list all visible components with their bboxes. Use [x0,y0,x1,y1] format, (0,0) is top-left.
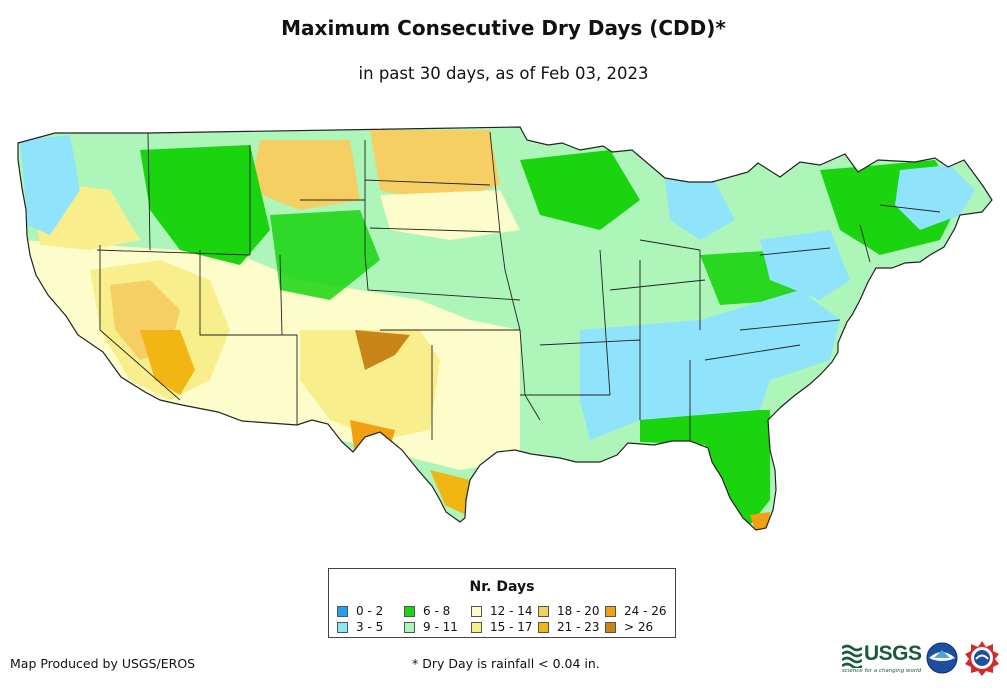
legend-grid: 0 - 2 3 - 5 6 - 8 9 - 11 12 - 14 15 - 17… [337,603,673,635]
legend-label: 6 - 8 [423,604,451,618]
cdd-zone-24-26-south-florida [750,512,770,530]
legend-item: 24 - 26 [605,603,672,619]
noaa-logo-icon [926,642,958,674]
cdd-zone-3-5-pennsylvania [760,230,850,300]
legend-item: 6 - 8 [404,603,471,619]
usgs-logo-text: USGS [864,642,922,665]
legend-label: 12 - 14 [490,604,533,618]
legend-swatch [605,621,616,633]
cdd-zone-15-17-texas [300,330,440,440]
legend-item: 15 - 17 [471,619,538,635]
legend-label: 24 - 26 [624,604,667,618]
cdd-map [17,126,993,531]
legend-item: 9 - 11 [404,619,471,635]
legend-label: > 26 [624,620,654,634]
legend-swatch [471,621,482,633]
legend-item: 18 - 20 [538,603,605,619]
legend-label: 0 - 2 [356,604,384,618]
usgs-wave-icon [842,644,862,668]
cdd-zone-3-5-maine [895,165,975,230]
legend-swatch [538,605,549,617]
legend-swatch [337,605,348,617]
legend-swatch [605,605,616,617]
cdd-zone-12-14-plains [380,190,520,240]
cdd-zone-6-8-great-lakes [520,150,640,230]
national-weather-service-logo-icon [965,641,999,676]
cdd-zone-18-20-dakotas [370,130,500,205]
cdd-zone-21-23-desert [140,330,195,395]
legend-swatch [404,605,415,617]
legend-label: 18 - 20 [557,604,600,618]
legend-swatch [404,621,415,633]
map-title: Maximum Consecutive Dry Days (CDD)* [281,16,726,40]
legend-swatch [471,605,482,617]
cdd-zone-6-8-rockies [140,145,270,265]
legend-swatch [337,621,348,633]
cdd-zone-gt26-panhandle [355,330,410,370]
usgs-tagline: science for a changing world [842,668,922,674]
legend-title: Nr. Days [469,579,535,595]
state-borders [96,131,941,441]
legend-item: 21 - 23 [538,619,605,635]
map-legend: Nr. Days 0 - 2 3 - 5 6 - 8 9 - 11 12 - 1… [328,568,676,638]
dry-day-footnote: * Dry Day is rainfall < 0.04 in. [412,656,600,671]
cdd-zone-18-20-montana [250,140,360,210]
legend-label: 9 - 11 [423,620,458,634]
legend-swatch [538,621,549,633]
legend-label: 21 - 23 [557,620,600,634]
legend-label: 15 - 17 [490,620,533,634]
cdd-zone-3-5-pacific-northwest [20,135,80,235]
legend-item: > 26 [605,619,672,635]
legend-item: 0 - 2 [337,603,404,619]
cdd-zone-3-5-michigan [665,180,735,240]
agency-logos: USGS science for a changing world [842,640,1002,680]
legend-item: 3 - 5 [337,619,404,635]
legend-item: 12 - 14 [471,603,538,619]
cdd-zone-21-23-south-texas [430,470,470,515]
map-subtitle: in past 30 days, as of Feb 03, 2023 [358,64,649,83]
map-credit: Map Produced by USGS/EROS [10,656,196,671]
cdd-zone-6-8-southeast [640,410,770,525]
cdd-zone-3-5-southeast [580,290,840,440]
legend-label: 3 - 5 [356,620,384,634]
cdd-zone-6-8-colorado [270,210,380,300]
